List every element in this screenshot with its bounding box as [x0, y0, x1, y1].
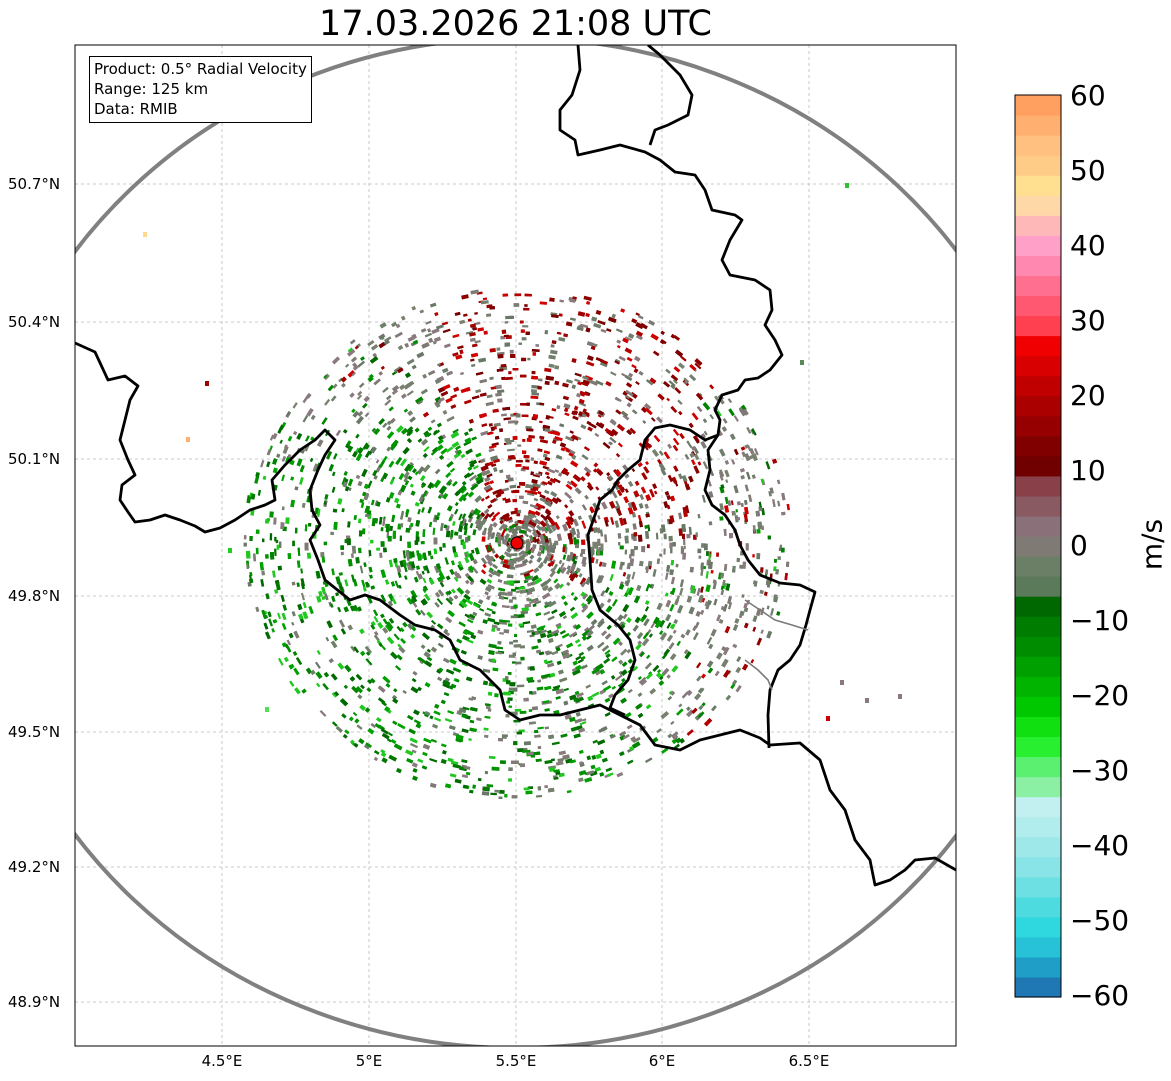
colorbar [1015, 95, 1061, 998]
colorbar-segment [1015, 415, 1061, 437]
colorbar-segment [1015, 836, 1061, 858]
colorbar-segment [1015, 796, 1061, 818]
colorbar-tick: 0 [1070, 529, 1088, 562]
colorbar-segment [1015, 816, 1061, 838]
colorbar-segment [1015, 535, 1061, 557]
x-tick-label: 6.5°E [788, 1052, 830, 1070]
map-frame [74, 44, 957, 1047]
colorbar-segment [1015, 676, 1061, 697]
colorbar-segment [1015, 135, 1061, 156]
colorbar-segment [1015, 335, 1061, 357]
y-tick-label: 49.5°N [8, 723, 61, 741]
colorbar-label: m/s [1135, 518, 1169, 571]
colorbar-tick: 20 [1070, 379, 1106, 412]
x-tick-label: 4.5°E [201, 1052, 243, 1070]
colorbar-tick: 30 [1070, 304, 1106, 337]
colorbar-segment [1015, 756, 1061, 778]
colorbar-tick: 10 [1070, 454, 1106, 487]
x-tick-label: 6°E [648, 1052, 676, 1070]
colorbar-frame [1014, 94, 1062, 998]
colorbar-segment [1015, 856, 1061, 878]
radar-site-marker [510, 536, 524, 550]
colorbar-segment [1015, 95, 1061, 116]
colorbar-segment [1015, 215, 1061, 236]
colorbar-segment [1015, 455, 1061, 477]
info-range: Range: 125 km [94, 80, 209, 98]
x-tick-label: 5.5°E [495, 1052, 537, 1070]
colorbar-segment [1015, 495, 1061, 517]
colorbar-segment [1015, 596, 1061, 617]
colorbar-segment [1015, 175, 1061, 196]
border-thin [744, 599, 809, 631]
colorbar-segment [1015, 395, 1061, 417]
velocity-echoes [143, 183, 902, 799]
colorbar-segment [1015, 656, 1061, 677]
colorbar-segment [1015, 115, 1061, 136]
colorbar-segment [1015, 275, 1061, 297]
colorbar-segment [1015, 776, 1061, 798]
colorbar-segment [1015, 896, 1061, 918]
country-borders [75, 45, 956, 887]
colorbar-segment [1015, 155, 1061, 176]
border-thin [744, 659, 773, 691]
colorbar-tick: 40 [1070, 229, 1106, 262]
colorbar-tick: −10 [1070, 604, 1130, 637]
info-box: Product: 0.5° Radial Velocity Range: 125… [89, 56, 312, 123]
colorbar-segment [1015, 976, 1061, 998]
colorbar-tick: 50 [1070, 154, 1106, 187]
y-tick-label: 49.2°N [8, 858, 61, 876]
colorbar-segment [1015, 576, 1061, 597]
colorbar-segment [1015, 435, 1061, 457]
colorbar-segment [1015, 876, 1061, 898]
y-tick-label: 50.4°N [8, 313, 61, 331]
colorbar-segment [1015, 616, 1061, 637]
info-product: Product: 0.5° Radial Velocity [94, 60, 307, 78]
colorbar-segment [1015, 916, 1061, 938]
colorbar-tick: 60 [1070, 79, 1106, 112]
colorbar-segment [1015, 375, 1061, 397]
plot-title: 17.03.2026 21:08 UTC [319, 4, 712, 44]
colorbar-tick: −40 [1070, 829, 1130, 862]
colorbar-segment [1015, 235, 1061, 256]
colorbar-segment [1015, 956, 1061, 978]
colorbar-segment [1015, 936, 1061, 958]
colorbar-segment [1015, 716, 1061, 738]
colorbar-segment [1015, 736, 1061, 758]
colorbar-tick: −50 [1070, 904, 1130, 937]
y-tick-label: 48.9°N [8, 993, 61, 1011]
colorbar-segment [1015, 475, 1061, 497]
colorbar-segment [1015, 696, 1061, 717]
y-tick-label: 49.8°N [8, 587, 61, 605]
colorbar-segment [1015, 515, 1061, 537]
colorbar-segment [1015, 255, 1061, 276]
colorbar-tick: −30 [1070, 754, 1130, 787]
colorbar-segment [1015, 355, 1061, 377]
colorbar-tick: −60 [1070, 979, 1130, 1012]
x-tick-label: 5°E [355, 1052, 383, 1070]
colorbar-segment [1015, 556, 1061, 577]
colorbar-tick: −20 [1070, 679, 1130, 712]
y-tick-label: 50.7°N [8, 175, 61, 193]
info-data: Data: RMIB [94, 100, 178, 118]
colorbar-segment [1015, 636, 1061, 657]
colorbar-segment [1015, 295, 1061, 317]
y-tick-label: 50.1°N [8, 450, 61, 468]
colorbar-segment [1015, 195, 1061, 216]
colorbar-segment [1015, 315, 1061, 337]
